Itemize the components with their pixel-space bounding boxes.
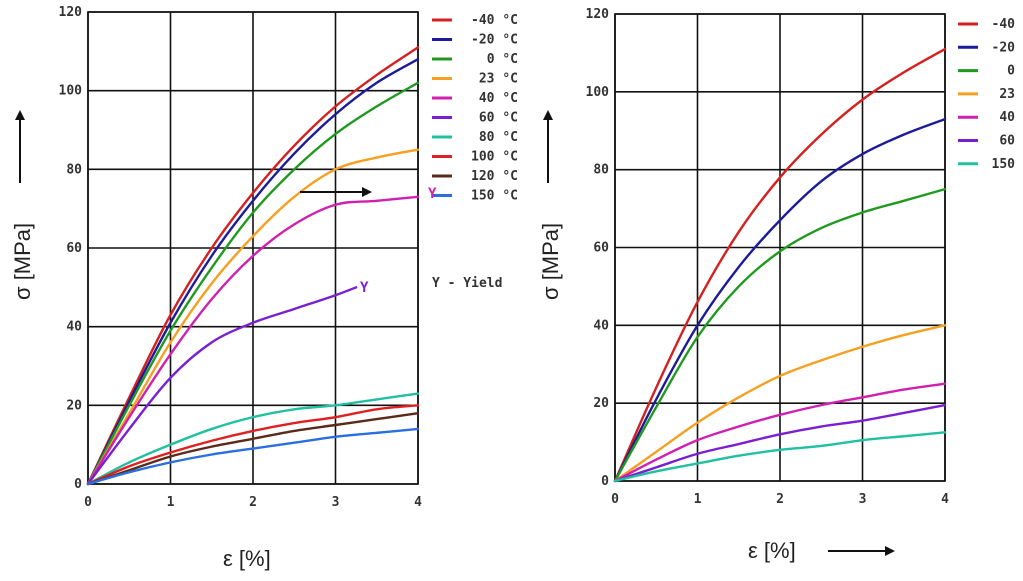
legend-label: 60 °C — [479, 111, 518, 126]
legend-label: -40 °C — [471, 13, 518, 28]
legend-label: 0 — [1007, 64, 1015, 79]
y-tick-label: 0 — [601, 474, 609, 489]
x-tick-label: 1 — [694, 492, 702, 507]
yield-marker-label: Y — [428, 186, 437, 202]
series-lines — [86, 46, 420, 486]
y-tick-label: 100 — [586, 85, 610, 100]
y-tick-label: 40 — [593, 318, 609, 333]
y-axis-label: σ [MPa] — [538, 110, 563, 300]
x-tick-label: 1 — [167, 495, 175, 510]
series-line — [613, 187, 947, 483]
x-tick-label: 2 — [776, 492, 784, 507]
x-tick-label: 0 — [611, 492, 619, 507]
plot-grid — [87, 11, 419, 485]
legend: -40 °C -20 °C 0 °C 23 °C 40 °C 60 °C 80 °C 100 … — [432, 13, 518, 204]
legend: -40 -20 0 23 40 60 150 — [958, 17, 1015, 172]
y-tick-label: 80 — [66, 162, 82, 177]
series-line — [613, 382, 947, 483]
series-line — [613, 47, 947, 483]
x-tick-label: 4 — [414, 495, 422, 510]
series-lines — [613, 47, 947, 483]
series-line — [86, 195, 420, 486]
y-tick-label: 60 — [66, 241, 82, 256]
legend-label: 0 °C — [487, 52, 518, 67]
legend-label: 23 °C — [479, 72, 518, 87]
legend-label: -20 — [992, 40, 1016, 55]
y-tick-label: 100 — [59, 84, 83, 99]
legend-label: 100 °C — [471, 150, 518, 165]
y-axis-label: σ [MPa] — [10, 110, 35, 300]
legend-note: Y - Yield — [432, 276, 502, 291]
yield-marker-label: Y — [360, 280, 369, 296]
x-tick-label: 3 — [332, 495, 340, 510]
x-tick-label: 0 — [84, 495, 92, 510]
plot-grid — [614, 13, 946, 482]
y-axis-label-text: σ [MPa] — [538, 223, 563, 300]
x-axis-label: ε [%] — [223, 546, 271, 571]
x-tick-label: 2 — [249, 495, 257, 510]
series-line — [613, 117, 947, 483]
legend-label: 150 — [992, 157, 1016, 172]
x-axis-label: ε [%] — [748, 538, 796, 563]
series-line — [86, 148, 420, 486]
series-line — [613, 403, 947, 483]
y-tick-label: 20 — [66, 398, 82, 413]
x-tick-label: 3 — [859, 492, 867, 507]
legend-label: 40 °C — [479, 91, 518, 106]
series-line — [86, 81, 420, 486]
y-tick-label: 120 — [59, 5, 83, 20]
legend-label: -20 °C — [471, 33, 518, 48]
series-line — [86, 427, 420, 486]
legend-label: 23 — [999, 87, 1015, 102]
y-tick-label: 20 — [593, 396, 609, 411]
legend-label: 80 °C — [479, 130, 518, 145]
y-tick-label: 60 — [593, 241, 609, 256]
series-line — [613, 324, 947, 483]
legend-label: 150 °C — [471, 189, 518, 204]
y-tick-label: 40 — [66, 320, 82, 335]
x-tick-label: 4 — [941, 492, 949, 507]
series-line — [86, 286, 358, 486]
y-axis-label-text: σ [MPa] — [10, 223, 35, 300]
series-line — [613, 431, 947, 483]
series-line — [86, 404, 420, 486]
legend-label: 120 °C — [471, 169, 518, 184]
legend-label: -40 — [992, 17, 1016, 32]
series-line — [86, 412, 420, 486]
legend-label: 60 — [999, 134, 1015, 149]
legend-label: 40 — [999, 110, 1015, 125]
series-line — [86, 392, 420, 486]
series-line — [86, 46, 420, 486]
y-tick-label: 120 — [586, 7, 610, 22]
series-line — [86, 58, 420, 486]
y-tick-label: 80 — [593, 163, 609, 178]
y-tick-label: 0 — [74, 477, 82, 492]
